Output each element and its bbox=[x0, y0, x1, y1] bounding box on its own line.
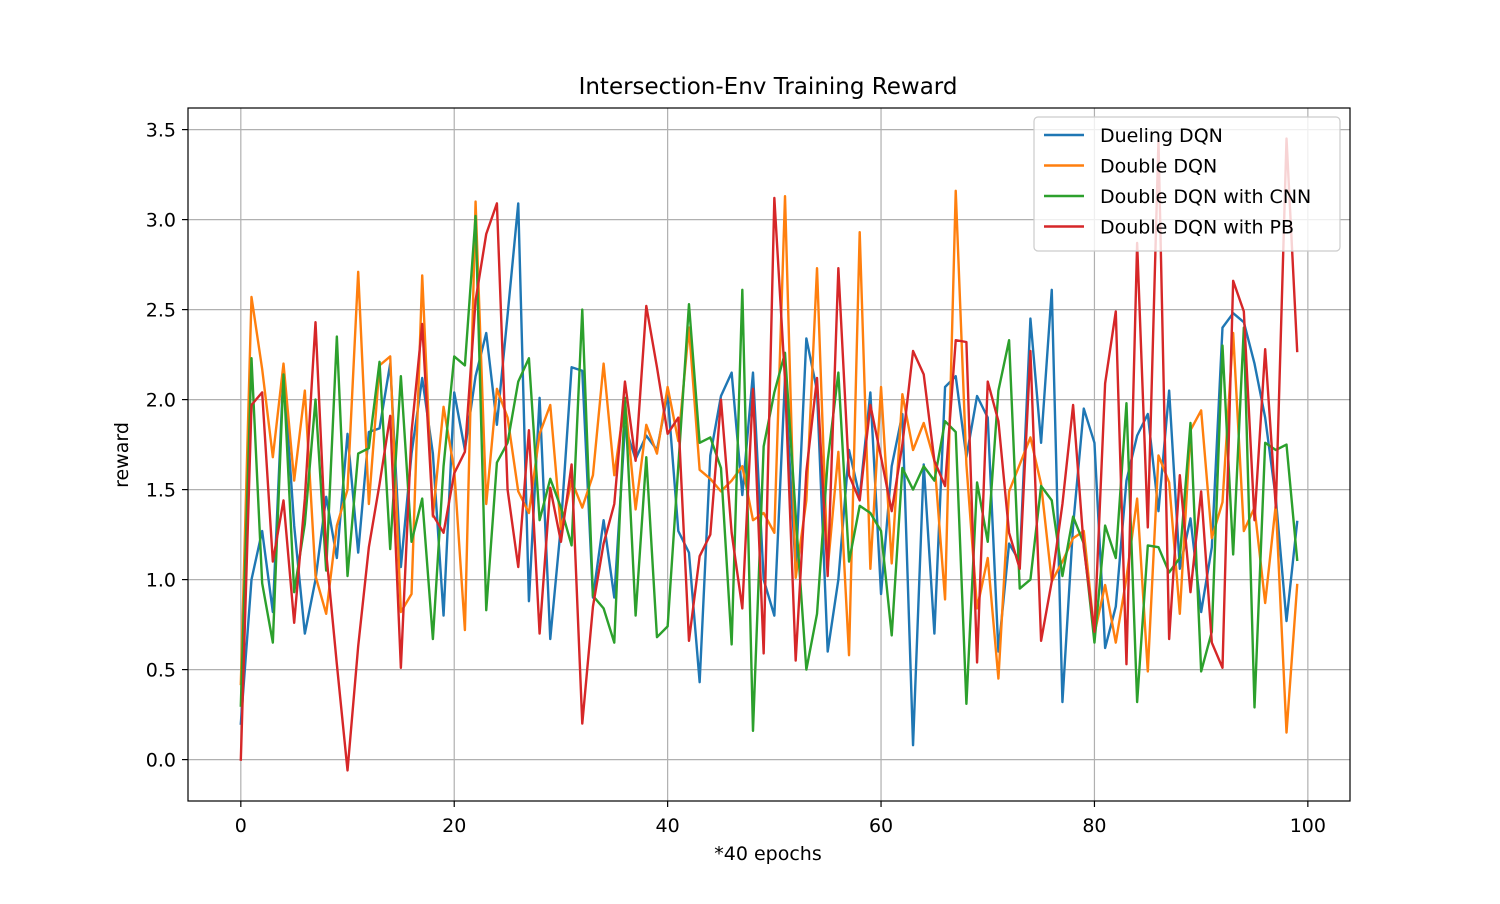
y-tick-label: 2.0 bbox=[146, 390, 176, 412]
x-tick-label: 80 bbox=[1082, 815, 1106, 837]
x-tick-label: 0 bbox=[235, 815, 247, 837]
legend-label-dueling-dqn: Dueling DQN bbox=[1100, 125, 1223, 147]
y-tick-label: 0.5 bbox=[146, 660, 176, 682]
series-line-double-dqn-with-pb bbox=[239, 137, 1299, 772]
x-tick-label: 100 bbox=[1290, 815, 1326, 837]
chart-title: Intersection-Env Training Reward bbox=[579, 74, 958, 100]
x-tick-label: 60 bbox=[869, 815, 893, 837]
x-axis-label: *40 epochs bbox=[714, 843, 821, 865]
y-tick-label: 3.5 bbox=[146, 120, 176, 142]
plot-frame bbox=[187, 107, 1351, 802]
axis-ticks: 0 20 40 60 80 100 0.0 0.5 1.0 1.5 2.0 2.5 3.0 3.5 bbox=[146, 120, 1326, 837]
legend: Dueling DQN Double DQN Double DQN with CNN… bbox=[1033, 116, 1341, 252]
x-tick-label: 40 bbox=[656, 815, 680, 837]
legend-label-double-dqn-with-pb: Double DQN with PB bbox=[1100, 217, 1294, 239]
y-tick-label: 3.0 bbox=[146, 210, 176, 232]
y-tick-label: 0.0 bbox=[146, 750, 176, 772]
series-line-double-dqn bbox=[239, 189, 1299, 734]
series-lines bbox=[239, 137, 1299, 772]
y-tick-label: 1.0 bbox=[146, 570, 176, 592]
y-tick-label: 2.5 bbox=[146, 300, 176, 322]
y-axis-label: reward bbox=[111, 422, 133, 488]
y-tick-label: 1.5 bbox=[146, 480, 176, 502]
x-tick-label: 20 bbox=[442, 815, 466, 837]
legend-box bbox=[1033, 116, 1341, 252]
legend-label-double-dqn-with-cnn: Double DQN with CNN bbox=[1100, 186, 1311, 208]
legend-label-double-dqn: Double DQN bbox=[1100, 156, 1217, 178]
